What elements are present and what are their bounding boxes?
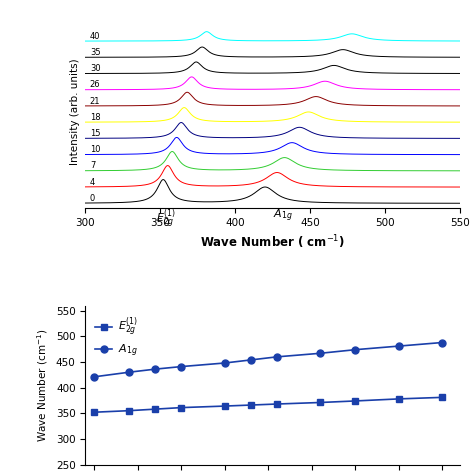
$A_{1g}$ <box>318 350 323 356</box>
$A_{1g}$ <box>353 347 358 353</box>
Text: 7: 7 <box>90 162 95 171</box>
$A_{1g}$ <box>274 354 280 360</box>
$A_{1g}$ <box>439 340 445 346</box>
$A_{1g}$ <box>248 357 254 363</box>
$E^{(1)}_{2g}$ <box>126 408 132 413</box>
$A_{1g}$ <box>222 360 228 366</box>
Text: 35: 35 <box>90 48 100 57</box>
$E^{(1)}_{2g}$ <box>396 396 401 402</box>
$A_{1g}$ <box>91 374 97 380</box>
$E^{(1)}_{2g}$ <box>178 405 184 410</box>
$A_{1g}$ <box>178 364 184 369</box>
Legend: $E^{(1)}_{2g}$, $A_{1g}$: $E^{(1)}_{2g}$, $A_{1g}$ <box>91 311 142 363</box>
Text: 10: 10 <box>90 145 100 154</box>
$E^{(1)}_{2g}$ <box>274 401 280 407</box>
$A_{1g}$ <box>126 369 132 375</box>
Text: 15: 15 <box>90 129 100 138</box>
Line: $A_{1g}$: $A_{1g}$ <box>91 339 446 380</box>
$E^{(1)}_{2g}$ <box>439 394 445 400</box>
Text: 40: 40 <box>90 32 100 41</box>
$A_{1g}$ <box>396 343 401 349</box>
$E^{(1)}_{2g}$ <box>248 402 254 408</box>
X-axis label: Wave Number ( cm$^{-1}$): Wave Number ( cm$^{-1}$) <box>200 234 345 251</box>
Line: $E^{(1)}_{2g}$: $E^{(1)}_{2g}$ <box>91 394 446 415</box>
$E^{(1)}_{2g}$ <box>222 403 228 409</box>
Y-axis label: Wave Number (cm$^{-1}$): Wave Number (cm$^{-1}$) <box>36 328 50 442</box>
Text: 18: 18 <box>90 113 100 122</box>
Text: 21: 21 <box>90 97 100 106</box>
Text: $A_{1g}$: $A_{1g}$ <box>273 208 293 224</box>
Text: $E^{(1)}_{2g}$: $E^{(1)}_{2g}$ <box>156 208 176 231</box>
$E^{(1)}_{2g}$ <box>353 398 358 404</box>
Text: 4: 4 <box>90 178 95 187</box>
$E^{(1)}_{2g}$ <box>152 406 158 412</box>
Text: 0: 0 <box>90 194 95 203</box>
$A_{1g}$ <box>152 366 158 372</box>
Y-axis label: Intensity (arb. units): Intensity (arb. units) <box>70 58 80 164</box>
Text: 26: 26 <box>90 81 100 90</box>
Text: 30: 30 <box>90 64 100 73</box>
$E^{(1)}_{2g}$ <box>91 410 97 415</box>
$E^{(1)}_{2g}$ <box>318 400 323 405</box>
